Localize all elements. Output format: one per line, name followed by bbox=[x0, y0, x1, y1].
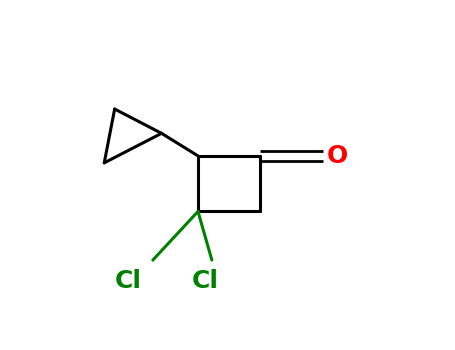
Text: Cl: Cl bbox=[115, 269, 142, 293]
Text: O: O bbox=[327, 144, 349, 168]
Text: Cl: Cl bbox=[192, 270, 218, 293]
